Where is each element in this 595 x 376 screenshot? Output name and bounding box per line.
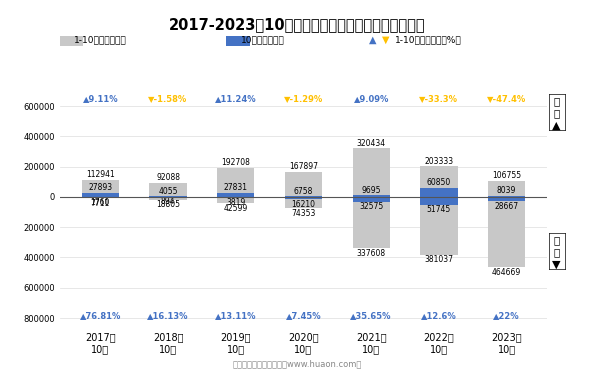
Text: 1-10月同比增速（%）: 1-10月同比增速（%） bbox=[395, 35, 462, 44]
Text: 32575: 32575 bbox=[359, 202, 383, 211]
Text: ▲16.13%: ▲16.13% bbox=[148, 311, 189, 320]
Text: 167897: 167897 bbox=[289, 162, 318, 171]
Bar bbox=[285, 197, 322, 199]
Text: ▲11.24%: ▲11.24% bbox=[215, 94, 256, 103]
Bar bbox=[285, 171, 322, 197]
Text: 4055: 4055 bbox=[158, 187, 178, 196]
Bar bbox=[149, 196, 187, 197]
Text: ▲9.11%: ▲9.11% bbox=[83, 94, 118, 103]
Bar bbox=[420, 197, 458, 205]
Text: 7711: 7711 bbox=[90, 199, 110, 208]
Text: 28667: 28667 bbox=[494, 202, 519, 211]
Text: 制图：华经产业研究院（www.huaon.com）: 制图：华经产业研究院（www.huaon.com） bbox=[233, 359, 362, 368]
Text: ▲12.6%: ▲12.6% bbox=[421, 311, 457, 320]
Text: 27831: 27831 bbox=[224, 183, 248, 193]
Text: 894: 894 bbox=[161, 197, 176, 206]
Text: 16210: 16210 bbox=[292, 200, 315, 209]
Text: ▼: ▼ bbox=[382, 35, 390, 44]
Text: ▲13.11%: ▲13.11% bbox=[215, 311, 256, 320]
Text: ▼-47.4%: ▼-47.4% bbox=[487, 94, 526, 103]
Bar bbox=[488, 197, 525, 201]
Text: 192708: 192708 bbox=[221, 158, 250, 167]
Bar bbox=[82, 193, 119, 197]
Text: 74353: 74353 bbox=[292, 209, 315, 218]
Text: 6758: 6758 bbox=[294, 186, 313, 196]
Bar bbox=[353, 196, 390, 197]
Bar bbox=[488, 181, 525, 197]
Text: 进: 进 bbox=[553, 236, 559, 246]
Text: 1760: 1760 bbox=[90, 197, 110, 206]
Text: 203333: 203333 bbox=[424, 156, 453, 165]
Text: 1-10月（万美元）: 1-10月（万美元） bbox=[74, 35, 127, 44]
Text: ▼-33.3%: ▼-33.3% bbox=[419, 94, 458, 103]
Text: ▼-1.58%: ▼-1.58% bbox=[148, 94, 187, 103]
Bar bbox=[353, 197, 390, 248]
Text: 3819: 3819 bbox=[226, 198, 245, 207]
Text: 口: 口 bbox=[553, 108, 559, 118]
Bar bbox=[285, 197, 322, 208]
Text: 112941: 112941 bbox=[86, 170, 115, 179]
Text: ▲35.65%: ▲35.65% bbox=[350, 311, 392, 320]
Bar bbox=[82, 180, 119, 197]
Bar bbox=[149, 197, 187, 200]
Bar bbox=[353, 149, 390, 197]
Bar bbox=[488, 196, 525, 197]
Bar bbox=[420, 166, 458, 197]
Text: ▲76.81%: ▲76.81% bbox=[80, 311, 121, 320]
Text: 2017-2023年10月岳阳城陵矶综合保税区进、出口额: 2017-2023年10月岳阳城陵矶综合保税区进、出口额 bbox=[169, 17, 426, 32]
Text: 92088: 92088 bbox=[156, 173, 180, 182]
Text: 464669: 464669 bbox=[492, 268, 521, 277]
Text: ▲: ▲ bbox=[552, 121, 560, 131]
Text: 8039: 8039 bbox=[497, 186, 516, 196]
Bar bbox=[420, 188, 458, 197]
Text: ▼: ▼ bbox=[552, 260, 560, 270]
Bar bbox=[285, 196, 322, 197]
Text: 18805: 18805 bbox=[156, 200, 180, 209]
Bar bbox=[149, 183, 187, 197]
Bar bbox=[217, 197, 254, 203]
Text: 381037: 381037 bbox=[424, 255, 453, 264]
Text: 320434: 320434 bbox=[356, 139, 386, 148]
Text: 42599: 42599 bbox=[224, 204, 248, 213]
Bar bbox=[420, 197, 458, 255]
Bar bbox=[217, 193, 254, 197]
Bar bbox=[82, 197, 119, 198]
Text: 9695: 9695 bbox=[361, 186, 381, 195]
Text: 60850: 60850 bbox=[427, 179, 451, 187]
Text: ▲9.09%: ▲9.09% bbox=[353, 94, 389, 103]
Text: 106755: 106755 bbox=[492, 171, 521, 180]
Text: 10月（万美元）: 10月（万美元） bbox=[241, 35, 285, 44]
Bar bbox=[353, 197, 390, 202]
Text: ▼-1.29%: ▼-1.29% bbox=[284, 94, 323, 103]
Bar bbox=[488, 197, 525, 267]
Text: ▲: ▲ bbox=[369, 35, 377, 44]
Bar bbox=[217, 168, 254, 197]
Text: 27893: 27893 bbox=[88, 183, 112, 193]
Text: 口: 口 bbox=[553, 247, 559, 257]
Text: ▲7.45%: ▲7.45% bbox=[286, 311, 321, 320]
Text: ▲22%: ▲22% bbox=[493, 311, 520, 320]
Text: 51745: 51745 bbox=[427, 205, 451, 214]
Text: 337608: 337608 bbox=[356, 249, 386, 258]
Text: 出: 出 bbox=[553, 97, 559, 106]
